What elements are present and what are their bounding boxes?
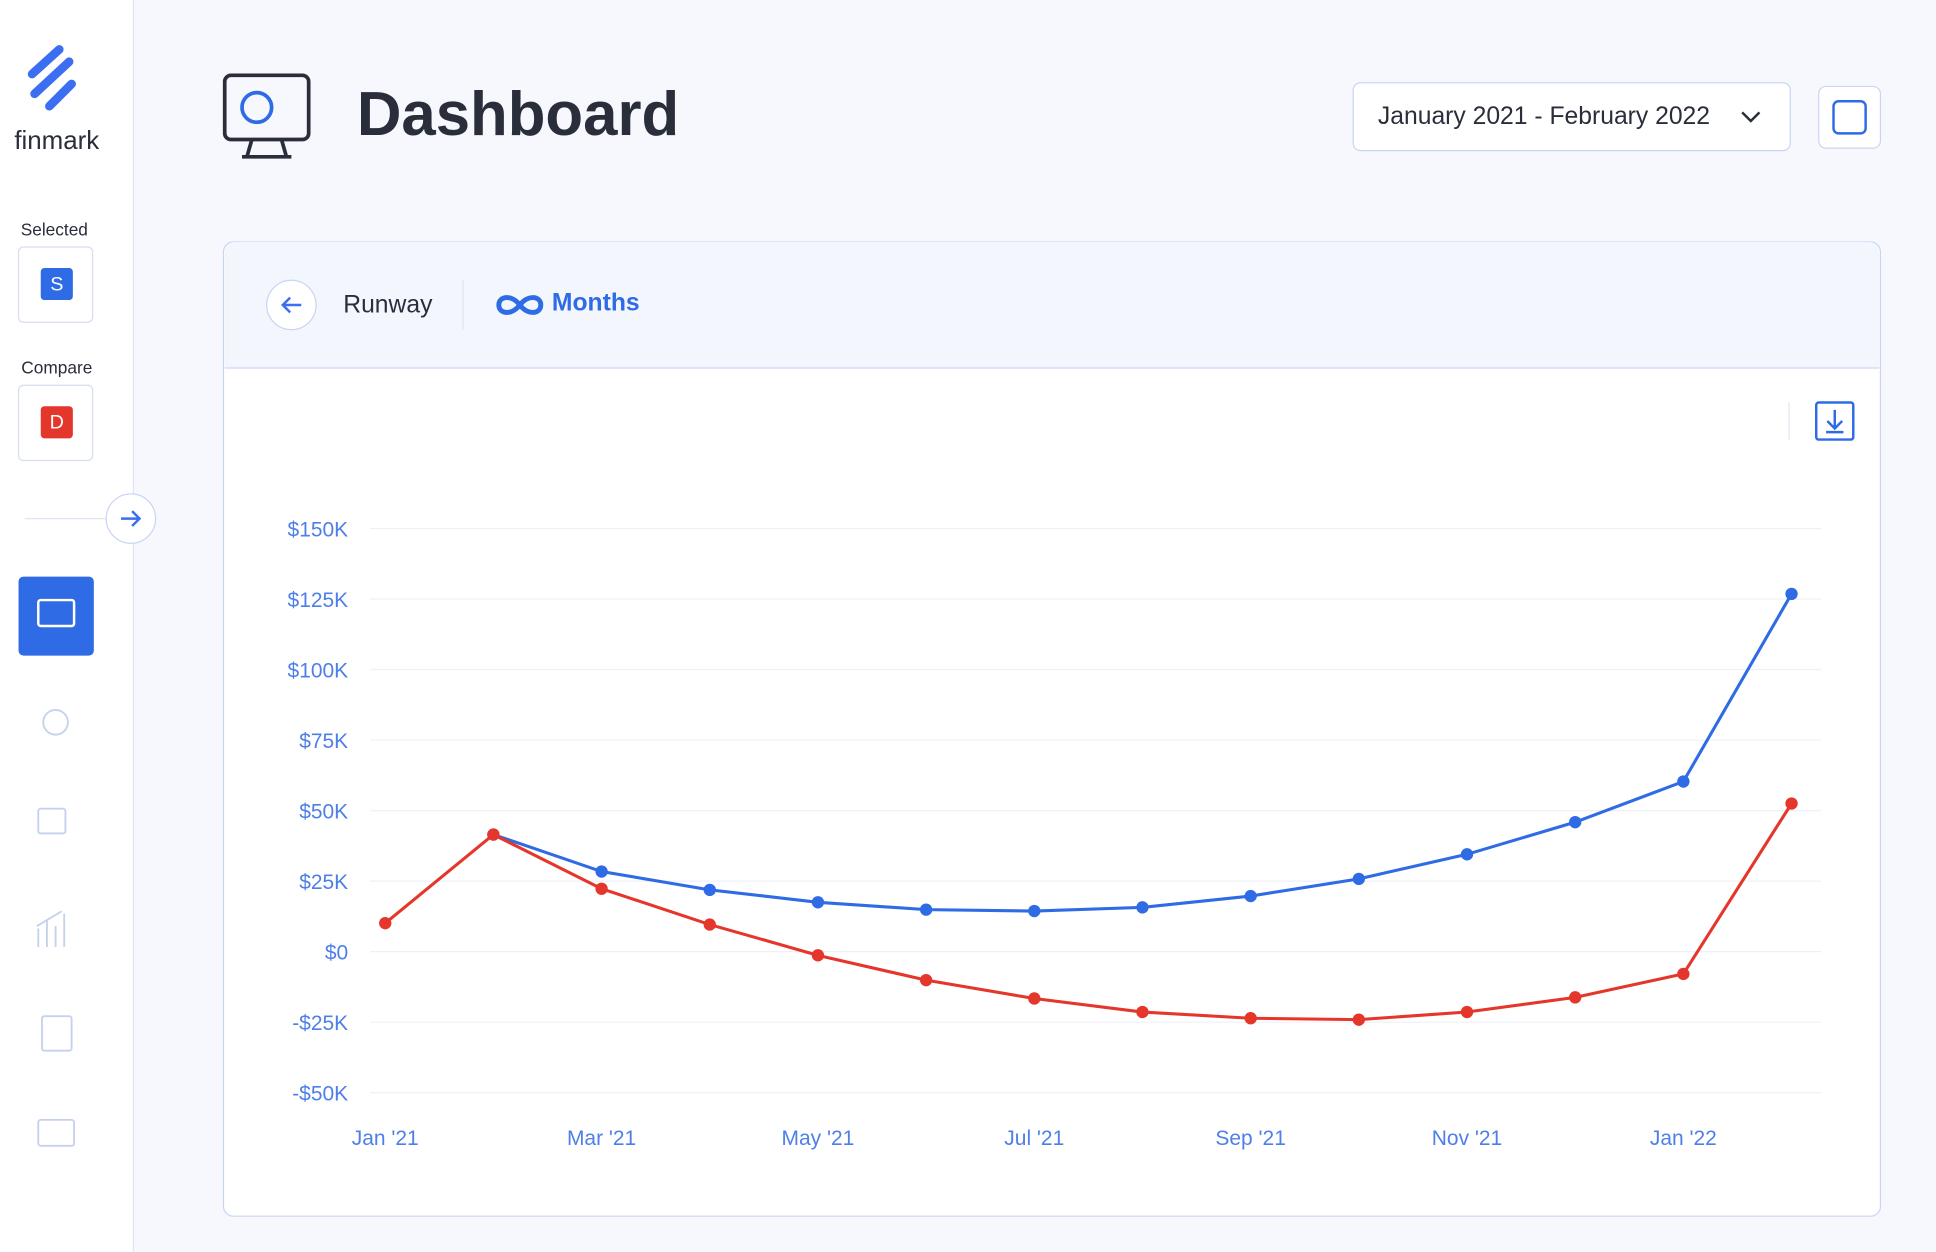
nav-calendar[interactable] <box>37 807 67 835</box>
data-point <box>811 949 825 962</box>
data-point <box>1677 775 1690 788</box>
compare-badge: D <box>50 412 64 434</box>
date-range-picker[interactable] <box>1352 82 1791 152</box>
y-tick-label: $50K <box>299 801 348 824</box>
header-icon-pie <box>240 90 274 125</box>
x-tick-label: Nov '21 <box>1432 1127 1502 1150</box>
data-point <box>703 883 716 897</box>
download-icon <box>1826 409 1844 434</box>
data-point <box>1244 1012 1257 1025</box>
data-point <box>1028 904 1041 918</box>
nav-reports[interactable] <box>36 910 66 948</box>
logo-mark <box>27 45 76 111</box>
logo[interactable]: finmark <box>14 45 99 155</box>
table-view-icon <box>1832 100 1867 135</box>
y-tick-label: -$25K <box>292 1012 348 1035</box>
data-point <box>811 896 825 909</box>
y-tick-label: $100K <box>288 660 349 683</box>
nav-docs[interactable] <box>41 1015 73 1052</box>
table-view-button[interactable] <box>1818 85 1882 149</box>
selected-label: Selected <box>21 219 88 239</box>
x-tick-label: Mar '21 <box>567 1127 636 1150</box>
card-header <box>224 242 1880 368</box>
compare-badge-bg <box>40 406 73 439</box>
current-tab[interactable]: Months <box>552 289 640 316</box>
selected-badge: S <box>50 273 63 295</box>
x-tick-label: Jul '21 <box>1004 1127 1064 1150</box>
data-point <box>1569 991 1582 1004</box>
download-button[interactable] <box>1814 401 1855 441</box>
compare-label: Compare <box>21 358 92 378</box>
infinity-icon <box>496 295 544 315</box>
expand-icon <box>121 510 142 527</box>
selected-badge-bg <box>40 267 73 301</box>
data-point <box>487 828 500 841</box>
plot: -$50K -$25K $0 $25K $50K $75K $100K $125K $150K J… <box>288 518 1822 1150</box>
series-line <box>384 802 1793 1022</box>
nav-dashboard-icon <box>37 598 76 628</box>
nav-settings[interactable] <box>37 1118 76 1147</box>
brand: finmark <box>14 127 99 155</box>
data-point <box>1244 889 1257 903</box>
header-icon-stand <box>242 139 292 159</box>
data-point <box>1460 1005 1474 1019</box>
data-point <box>919 973 933 987</box>
nav-icons <box>36 709 76 1147</box>
nav-dashboard[interactable] <box>18 576 94 656</box>
data-point <box>1136 901 1149 914</box>
nav-team[interactable] <box>42 709 69 736</box>
x-tick-label: May '21 <box>782 1127 855 1150</box>
dropdown-caret <box>1741 111 1761 123</box>
data-point <box>1677 967 1690 981</box>
y-tick-label: $25K <box>299 871 348 894</box>
data-point <box>1028 992 1041 1005</box>
data-point <box>1785 797 1798 810</box>
data-point <box>1460 848 1474 861</box>
back-icon <box>280 296 302 314</box>
y-tick-label: $75K <box>299 730 348 753</box>
y-tick-label: -$50K <box>292 1083 348 1106</box>
data-point <box>703 918 716 931</box>
data-point <box>595 882 608 895</box>
chart-card <box>222 241 1882 1217</box>
data-point <box>1785 587 1798 601</box>
y-tick-label: $150K <box>288 518 349 541</box>
data-point <box>1136 1005 1149 1019</box>
y-tick-label: $0 <box>325 942 348 965</box>
x-tick-label: Sep '21 <box>1215 1127 1285 1150</box>
date-range: January 2021 - February 2022 <box>1378 103 1710 130</box>
data-point <box>595 865 608 878</box>
header-icon <box>222 73 311 142</box>
data-point <box>1569 815 1582 829</box>
page-title: Dashboard <box>357 80 679 149</box>
data-point <box>919 903 933 916</box>
x-tick-label: Jan '22 <box>1650 1127 1717 1150</box>
data-point <box>379 916 392 930</box>
data-point <box>1352 1013 1366 1026</box>
data-point <box>1352 872 1366 886</box>
y-tick-label: $125K <box>288 589 349 612</box>
back-label[interactable]: Runway <box>343 292 433 319</box>
x-tick-label: Jan '21 <box>352 1127 419 1150</box>
